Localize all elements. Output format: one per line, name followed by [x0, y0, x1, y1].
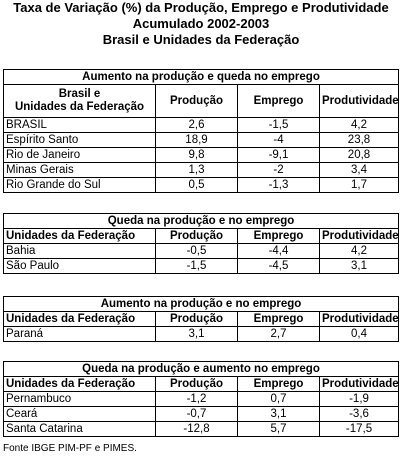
title-line-3: Brasil e Unidades da Federação: [102, 32, 300, 47]
table-row: Ceará -0,7 3,1 -3,6: [3, 406, 400, 422]
row-employment: -9,1: [237, 147, 320, 163]
table-row: Minas Gerais 1,3 -2 3,4: [3, 162, 399, 178]
column-header-employment: Emprego: [237, 84, 320, 118]
row-employment: 5,7: [237, 421, 320, 437]
table-row: Bahia -0,5 -4,4 4,2: [3, 243, 400, 259]
column-header-production: Produção: [155, 228, 238, 244]
row-production: -0,5: [155, 243, 238, 259]
column-header-state: Unidades da Federação: [3, 376, 156, 392]
column-header-employment: Emprego: [237, 376, 320, 392]
row-name: Minas Gerais: [3, 162, 156, 178]
row-employment: -2: [237, 162, 320, 178]
row-productivity: 0,4: [318, 326, 400, 342]
column-header-state: Brasil e Unidades da Federação: [3, 84, 156, 118]
column-header-productivity: Produtividade: [318, 376, 400, 392]
row-employment: -4,5: [237, 258, 320, 274]
source-note: Fonte IBGE PIM-PF e PIMES.: [3, 443, 137, 454]
row-name: Ceará: [3, 406, 156, 422]
column-header-productivity: Produtividade: [318, 228, 400, 244]
row-productivity: 3,1: [318, 258, 400, 274]
row-employment: -1,3: [237, 177, 320, 193]
table-row: Paraná 3,1 2,7 0,4: [3, 326, 400, 342]
column-header-production: Produção: [155, 311, 238, 327]
table-row: Rio de Janeiro 9,8 -9,1 20,8: [3, 147, 399, 163]
row-production: 3,1: [155, 326, 238, 342]
row-employment: -4: [237, 132, 320, 148]
row-production: 18,9: [155, 132, 238, 148]
table-row: Pernambuco -1,2 0,7 -1,9: [3, 391, 400, 407]
column-header-state: Unidades da Federação: [3, 311, 156, 327]
section-title: Queda na produção e aumento no emprego: [2, 361, 400, 377]
row-name: Espírito Santo: [3, 132, 156, 148]
row-production: -1,5: [155, 258, 238, 274]
row-name: Bahia: [3, 243, 156, 259]
row-name: Paraná: [3, 326, 156, 342]
table-row: Espírito Santo 18,9 -4 23,8: [3, 132, 399, 148]
row-name: São Paulo: [3, 258, 156, 274]
row-production: 1,3: [155, 162, 238, 178]
row-employment: 0,7: [237, 391, 320, 407]
row-production: 9,8: [155, 147, 238, 163]
column-header-state: Unidades da Federação: [3, 228, 156, 244]
row-productivity: 20,8: [319, 147, 399, 163]
table-row: Rio Grande do Sul 0,5 -1,3 1,7: [3, 177, 399, 193]
title-line-2: Acumulado 2002-2003: [132, 16, 270, 31]
column-header-production: Produção: [155, 84, 238, 118]
column-header-productivity: Produtividade: [319, 84, 399, 118]
column-header-state-line-1: Brasil e: [58, 88, 101, 100]
row-productivity: -17,5: [318, 421, 400, 437]
row-employment: 3,1: [237, 406, 320, 422]
table-section-decrease-production-decrease-employment: Queda na produção e no emprego Unidades …: [2, 213, 400, 274]
table-section-decrease-production-increase-employment: Queda na produção e aumento no emprego U…: [2, 361, 400, 437]
table-section-increase-production-increase-employment: Aumento na produção e no emprego Unidade…: [2, 296, 400, 342]
column-header-productivity: Produtividade: [318, 311, 400, 327]
section-title: Queda na produção e no emprego: [2, 213, 400, 229]
row-productivity: 4,2: [318, 243, 400, 259]
table-row: São Paulo -1,5 -4,5 3,1: [3, 258, 400, 274]
row-production: -1,2: [155, 391, 238, 407]
row-production: -0,7: [155, 406, 238, 422]
table-row: BRASIL 2,6 -1,5 4,2: [3, 117, 399, 133]
row-employment: 2,7: [237, 326, 320, 342]
column-header-employment: Emprego: [237, 228, 320, 244]
row-name: Pernambuco: [3, 391, 156, 407]
title-line-1: Taxa de Variação (%) da Produção, Empreg…: [13, 0, 389, 15]
section-title: Aumento na produção e queda no emprego: [3, 69, 399, 85]
row-name: Santa Catarina: [3, 421, 156, 437]
row-employment: -4,4: [237, 243, 320, 259]
row-productivity: 4,2: [319, 117, 399, 133]
row-employment: -1,5: [237, 117, 320, 133]
row-name: BRASIL: [3, 117, 156, 133]
row-productivity: 23,8: [319, 132, 399, 148]
row-production: 0,5: [155, 177, 238, 193]
row-production: 2,6: [155, 117, 238, 133]
column-header-state-line-2: Unidades da Federação: [14, 101, 145, 113]
row-productivity: 3,4: [319, 162, 399, 178]
row-name: Rio de Janeiro: [3, 147, 156, 163]
column-header-employment: Emprego: [237, 311, 320, 327]
table-row: Santa Catarina -12,8 5,7 -17,5: [3, 421, 400, 437]
row-productivity: -1,9: [318, 391, 400, 407]
row-productivity: 1,7: [319, 177, 399, 193]
section-title: Aumento na produção e no emprego: [2, 296, 400, 312]
column-header-production: Produção: [155, 376, 238, 392]
table-section-increase-production-decrease-employment: Aumento na produção e queda no emprego B…: [3, 69, 399, 193]
row-productivity: -3,6: [318, 406, 400, 422]
row-production: -12,8: [155, 421, 238, 437]
row-name: Rio Grande do Sul: [3, 177, 156, 193]
